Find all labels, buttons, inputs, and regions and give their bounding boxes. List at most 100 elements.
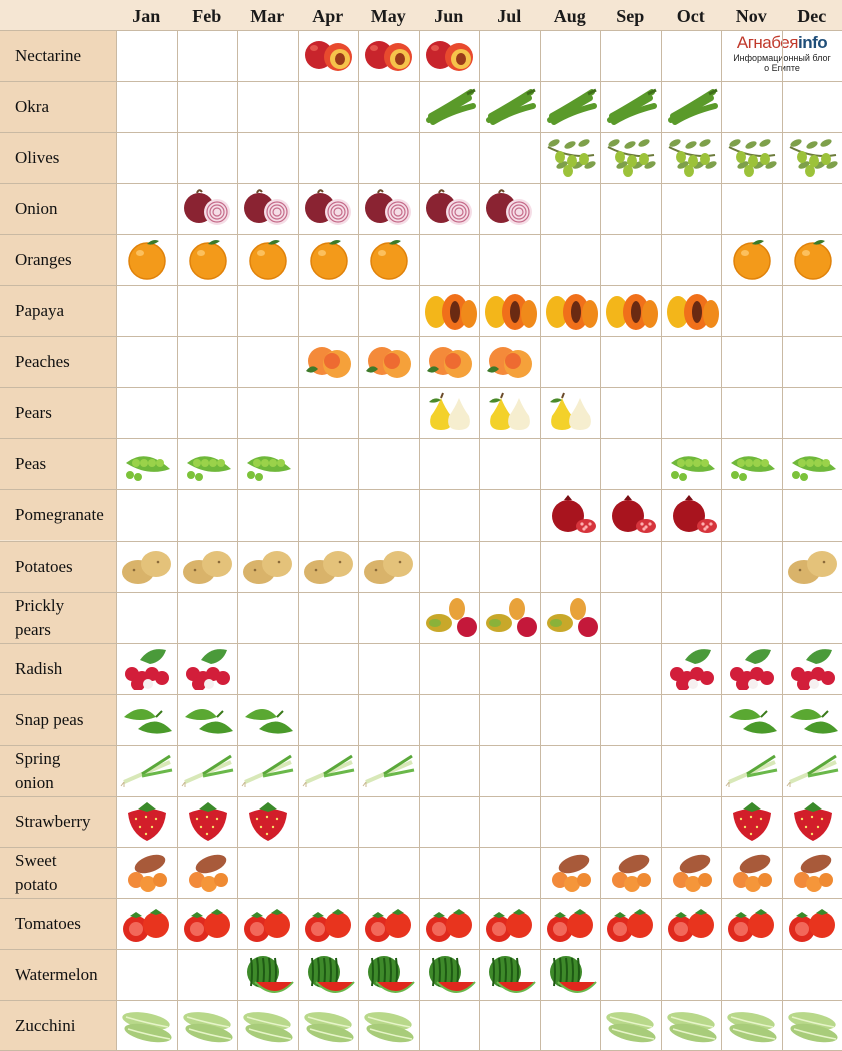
radish-cell: [662, 644, 722, 694]
grid-line-horizontal: [0, 694, 842, 695]
zucchini-icon: [183, 1012, 233, 1043]
orange-icon: [733, 240, 771, 280]
tomato-cell: [722, 899, 782, 949]
orange-cell: [299, 235, 359, 285]
strawberry-icon: [249, 802, 287, 841]
sweet-potato-icon: [612, 854, 651, 892]
sweet-potato-cell: [541, 848, 601, 898]
row-label: Strawberry: [0, 797, 116, 847]
zucchini-cell: [601, 1001, 661, 1051]
tomato-cell: [783, 899, 842, 949]
month-label: Jul: [497, 6, 522, 26]
zucchini-icon: [667, 1012, 717, 1043]
tomato-cell: [662, 899, 722, 949]
strawberry-cell: [117, 797, 177, 847]
zucchini-icon: [727, 1012, 777, 1043]
okra-cell: [601, 82, 661, 132]
watermelon-icon: [550, 956, 597, 993]
sweet-potato-cell: [117, 848, 177, 898]
peach-cell: [480, 337, 540, 387]
onion-icon: [305, 189, 351, 225]
orange-cell: [178, 235, 238, 285]
onion-cell: [178, 184, 238, 234]
grid-line-horizontal: [0, 898, 842, 899]
peach-cell: [420, 337, 480, 387]
spring-onion-cell: [238, 746, 298, 796]
nectarine-icon: [365, 41, 412, 71]
spring-onion-icon: [120, 754, 173, 787]
spring-onion-icon: [362, 754, 415, 787]
olives-cell: [662, 133, 722, 183]
spring-onion-icon: [181, 754, 234, 787]
month-label: Mar: [250, 6, 285, 26]
olives-icon: [547, 139, 596, 177]
watermelon-cell: [238, 950, 298, 1000]
snap-peas-icon: [124, 709, 172, 734]
orange-cell: [359, 235, 419, 285]
row-label: Snap peas: [0, 695, 116, 745]
onion-icon: [184, 189, 230, 225]
spring-onion-icon: [241, 754, 294, 787]
zucchini-icon: [606, 1012, 656, 1043]
sweet-potato-icon: [552, 854, 591, 892]
strawberry-icon: [189, 802, 227, 841]
okra-cell: [541, 82, 601, 132]
tomato-icon: [305, 909, 351, 942]
tomato-icon: [426, 909, 472, 942]
peach-cell: [299, 337, 359, 387]
watermelon-cell: [359, 950, 419, 1000]
row-label: Watermelon: [0, 950, 116, 1000]
sweet-potato-icon: [733, 854, 772, 892]
prickly-pear-cell: [480, 593, 540, 643]
row-label: Pomegranate: [0, 490, 116, 540]
strawberry-cell: [178, 797, 238, 847]
papaya-cell: [601, 286, 661, 336]
potato-icon: [788, 551, 837, 584]
radish-cell: [783, 644, 842, 694]
watermelon-icon: [489, 956, 536, 993]
tomato-icon: [244, 909, 290, 942]
month-label: Dec: [797, 6, 827, 26]
papaya-cell: [420, 286, 480, 336]
zucchini-cell: [722, 1001, 782, 1051]
month-header: [0, 0, 842, 30]
okra-cell: [662, 82, 722, 132]
row-label: Pears: [0, 388, 116, 438]
grid-line-horizontal: [0, 234, 842, 235]
pear-cell: [480, 388, 540, 438]
month-label: Jan: [132, 6, 161, 26]
watermelon-cell: [541, 950, 601, 1000]
grid-line-horizontal: [0, 438, 842, 439]
logo-brand-part1: Агнабея: [736, 33, 799, 52]
row-label-text: Olives: [15, 148, 60, 167]
onion-cell: [238, 184, 298, 234]
row-label-text: Pomegranate: [15, 505, 104, 524]
potato-cell: [299, 542, 359, 592]
zucchini-cell: [178, 1001, 238, 1051]
grid-line-vertical: [479, 30, 480, 1051]
tomato-icon: [184, 909, 230, 942]
spring-onion-icon: [725, 754, 778, 787]
grid-line-vertical: [177, 30, 178, 1051]
watermelon-icon: [247, 956, 294, 993]
peas-icon: [247, 456, 291, 481]
grid-line-horizontal: [0, 132, 842, 133]
sweet-potato-icon: [794, 854, 833, 892]
zucchini-icon: [788, 1012, 838, 1043]
row-label-text: Okra: [15, 97, 49, 116]
spring-onion-cell: [722, 746, 782, 796]
potato-cell: [178, 542, 238, 592]
peach-icon: [366, 347, 411, 378]
zucchini-cell: [359, 1001, 419, 1051]
row-label: Peaches: [0, 337, 116, 387]
grid-line-vertical: [782, 30, 783, 1051]
sweet-potato-cell: [722, 848, 782, 898]
tomato-icon: [728, 909, 774, 942]
prickly-pear-icon: [486, 598, 537, 637]
onion-cell: [359, 184, 419, 234]
snap-peas-icon: [729, 709, 777, 734]
tomato-icon: [789, 909, 835, 942]
row-label: Onion: [0, 184, 116, 234]
tomato-icon: [547, 909, 593, 942]
spring-onion-icon: [786, 754, 839, 787]
